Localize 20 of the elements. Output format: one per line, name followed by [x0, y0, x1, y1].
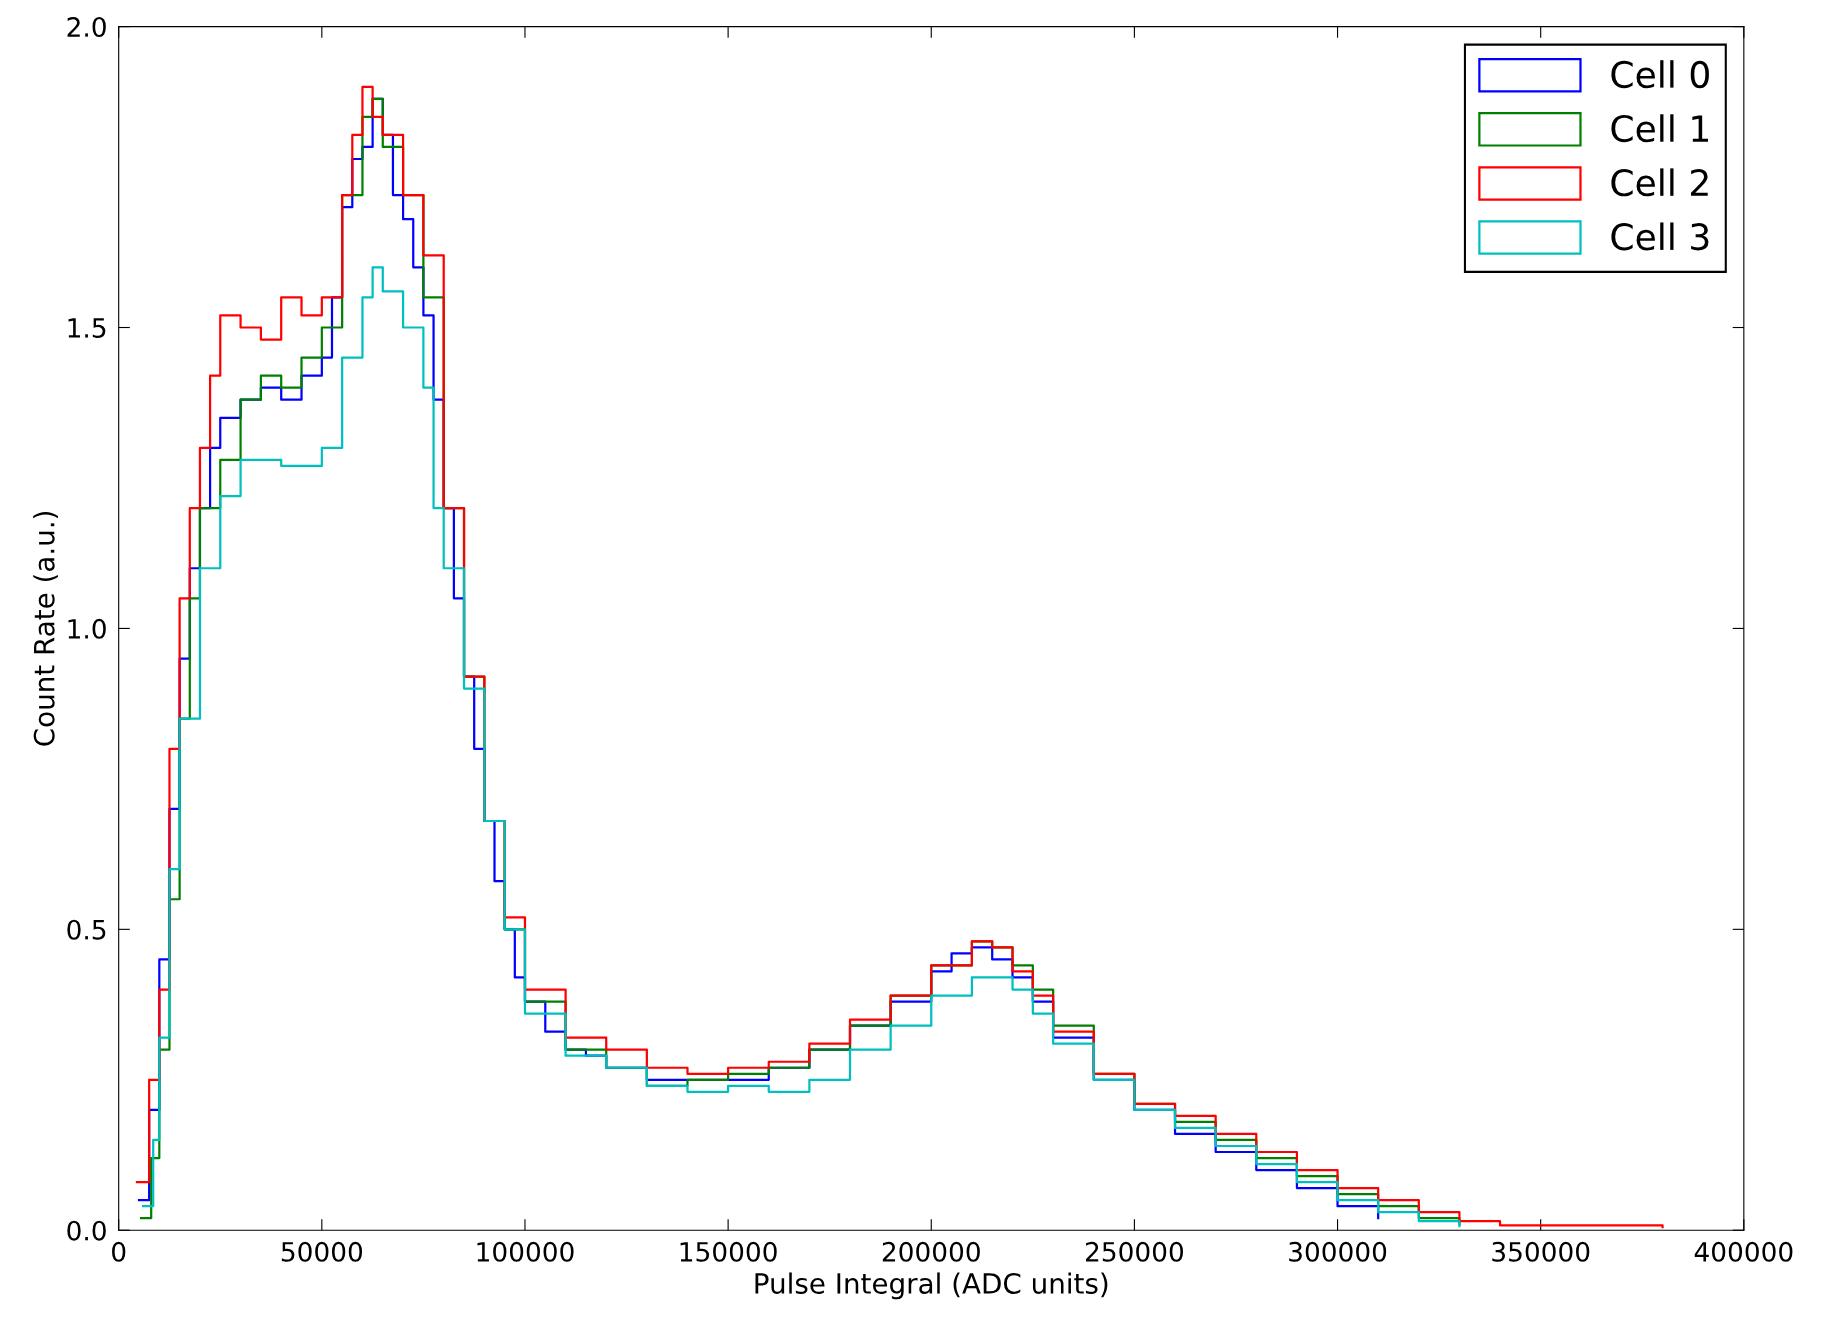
- x-tick-label: 150000: [680, 1241, 777, 1262]
- x-tick-label: 350000: [1492, 1241, 1590, 1262]
- x-axis-title: Pulse Integral (ADC units): [755, 1272, 1108, 1300]
- y-tick-label: 1.5: [68, 318, 106, 338]
- y-axis-title: Count Rate (a.u.): [33, 511, 58, 746]
- x-tick-label: 250000: [1085, 1241, 1184, 1262]
- x-tick-label: 200000: [882, 1241, 980, 1262]
- y-tick-label: 0.5: [67, 919, 106, 940]
- legend-label: Cell 0: [1611, 60, 1709, 89]
- legend-label: Cell 3: [1611, 222, 1709, 251]
- y-tick-label: 1.0: [68, 618, 106, 639]
- x-tick-label: 0: [112, 1241, 126, 1262]
- legend-label: Cell 1: [1611, 114, 1708, 143]
- y-tick-label: 0.0: [67, 1220, 106, 1241]
- x-tick-label: 300000: [1289, 1241, 1387, 1262]
- x-tick-label: 400000: [1694, 1241, 1793, 1262]
- y-tick-label: 2.0: [67, 17, 106, 37]
- x-tick-label: 50000: [281, 1241, 363, 1262]
- x-tick-label: 100000: [477, 1241, 574, 1262]
- legend-label: Cell 2: [1611, 168, 1708, 197]
